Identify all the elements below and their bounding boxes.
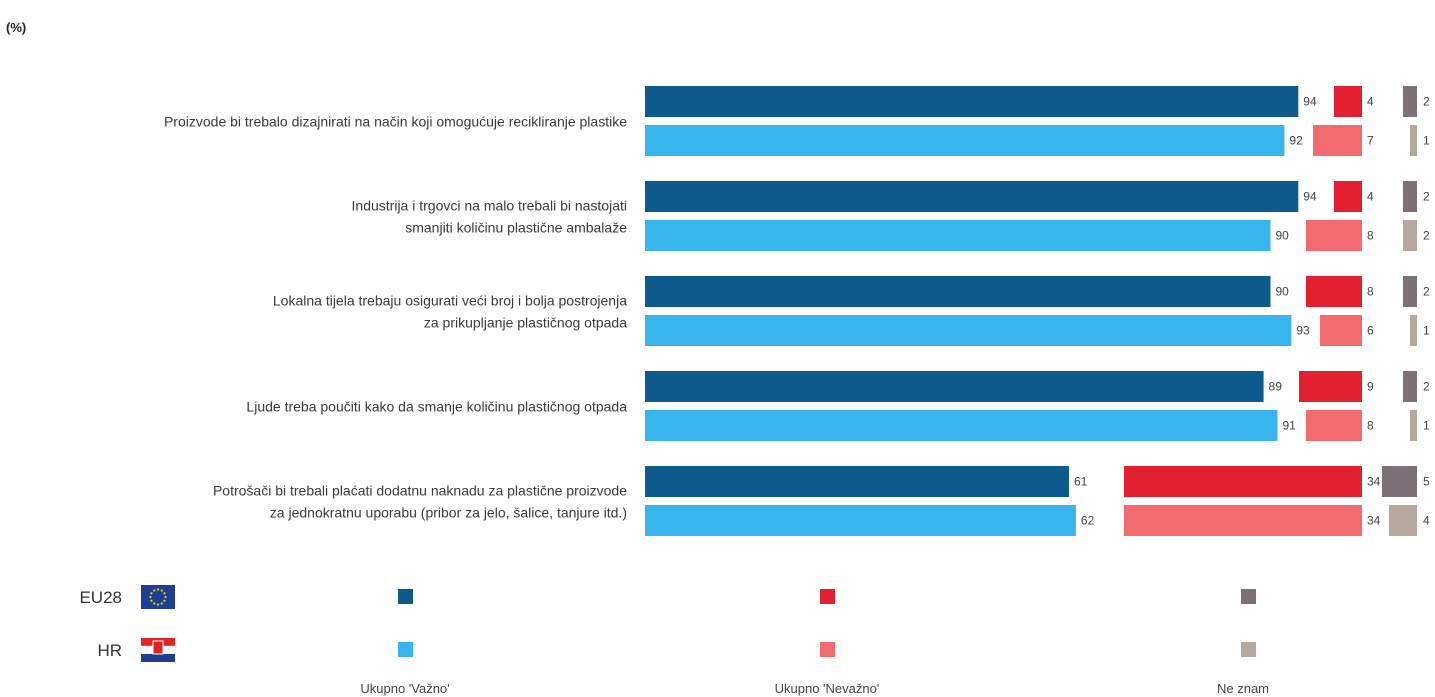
legend-swatch-important-hr: [398, 642, 413, 657]
category-label: Ljude treba poučiti kako da smanje količ…: [246, 399, 627, 415]
value-label: 34: [1367, 475, 1381, 489]
value-label: 9: [1367, 380, 1374, 394]
flag-star: [150, 592, 153, 595]
value-label: 62: [1081, 514, 1095, 528]
flag-star: [164, 595, 167, 599]
legend-group-label: EU28: [79, 588, 122, 607]
value-label: 93: [1296, 324, 1310, 338]
value-label: 2: [1423, 380, 1430, 394]
value-label: 2: [1423, 190, 1430, 204]
value-label: 8: [1367, 285, 1374, 299]
bar-not-important-eu28: [1334, 181, 1362, 212]
legend-swatch-dont-know-eu28: [1241, 589, 1256, 604]
bar-important-eu28: [645, 181, 1299, 212]
bar-not-important-eu28: [1306, 276, 1362, 307]
legend-swatch-important-eu28: [398, 589, 413, 604]
value-label: 4: [1367, 190, 1374, 204]
category-label: za jednokratnu uporabu (pribor za jelo, …: [270, 505, 627, 521]
bar-important-hr: [645, 410, 1278, 441]
value-label: 90: [1276, 229, 1290, 243]
value-label: 8: [1367, 229, 1374, 243]
bar-important-eu28: [645, 371, 1264, 402]
value-label: 91: [1282, 419, 1296, 433]
value-label: 90: [1276, 285, 1290, 299]
category-label: Lokalna tijela trebaju osigurati veći br…: [273, 293, 627, 309]
category-label: Potrošači bi trebali plaćati dodatnu nak…: [213, 483, 627, 499]
value-label: 1: [1423, 419, 1430, 433]
bar-important-eu28: [645, 466, 1069, 497]
bar-dont-know-hr: [1410, 315, 1417, 346]
legend-swatch-not-important-hr: [820, 642, 835, 657]
value-label: 2: [1423, 285, 1430, 299]
value-label: 7: [1367, 134, 1374, 148]
flag-star: [156, 588, 160, 591]
bar-not-important-hr: [1306, 220, 1362, 251]
category-label: Industrija i trgovci na malo trebali bi …: [352, 198, 627, 214]
bar-important-hr: [645, 220, 1271, 251]
bar-not-important-eu28: [1299, 371, 1362, 402]
bar-not-important-eu28: [1124, 466, 1362, 497]
flag-stripe: [141, 654, 175, 662]
value-label: 94: [1303, 190, 1317, 204]
unit-label: (%): [6, 20, 27, 35]
flag-star: [150, 599, 153, 602]
bar-dont-know-hr: [1403, 220, 1417, 251]
bar-dont-know-eu28: [1382, 466, 1417, 497]
bar-dont-know-eu28: [1403, 181, 1417, 212]
value-label: 5: [1423, 475, 1430, 489]
flag-star: [163, 599, 166, 602]
flag-star: [149, 595, 152, 599]
legend-category-label: Ukupno 'Nevažno': [775, 681, 880, 696]
value-label: 61: [1074, 475, 1088, 489]
value-label: 1: [1423, 134, 1430, 148]
legend-group-label: HR: [97, 641, 122, 660]
category-label: Proizvode bi trebalo dizajnirati na nači…: [164, 114, 627, 130]
bar-dont-know-eu28: [1403, 86, 1417, 117]
legend-category-label: Ukupno 'Važno': [360, 681, 449, 696]
bar-important-hr: [645, 505, 1076, 536]
bar-not-important-hr: [1124, 505, 1362, 536]
category-label: za prikupljanje plastičnog otpada: [424, 315, 627, 331]
value-label: 2: [1423, 95, 1430, 109]
bar-dont-know-hr: [1410, 125, 1417, 156]
value-label: 4: [1367, 95, 1374, 109]
value-label: 8: [1367, 419, 1374, 433]
flag-star: [160, 589, 163, 592]
bar-not-important-eu28: [1334, 86, 1362, 117]
bar-dont-know-eu28: [1403, 371, 1417, 402]
value-label: 4: [1423, 514, 1430, 528]
legend-swatch-not-important-eu28: [820, 589, 835, 604]
bar-important-eu28: [645, 276, 1271, 307]
category-label: smanjiti količinu plastične ambalaže: [405, 220, 627, 236]
value-label: 2: [1423, 229, 1430, 243]
bar-dont-know-eu28: [1403, 276, 1417, 307]
value-label: 34: [1367, 514, 1381, 528]
legend-category-label: Ne znam: [1217, 681, 1269, 696]
bar-important-eu28: [645, 86, 1299, 117]
value-label: 92: [1289, 134, 1303, 148]
bar-dont-know-hr: [1389, 505, 1417, 536]
value-label: 6: [1367, 324, 1374, 338]
bar-important-hr: [645, 125, 1285, 156]
bar-important-hr: [645, 315, 1292, 346]
bar-not-important-hr: [1320, 315, 1362, 346]
value-label: 94: [1303, 95, 1317, 109]
flag-coat: [152, 640, 164, 655]
flag-star: [156, 603, 160, 606]
value-label: 1: [1423, 324, 1430, 338]
bar-not-important-hr: [1306, 410, 1362, 441]
bar-not-important-hr: [1313, 125, 1362, 156]
flag-star: [153, 589, 156, 592]
legend-swatch-dont-know-hr: [1241, 642, 1256, 657]
flag-star: [153, 602, 156, 605]
value-label: 89: [1269, 380, 1283, 394]
flag-star: [163, 592, 166, 595]
bar-dont-know-hr: [1410, 410, 1417, 441]
flag-star: [160, 602, 163, 605]
